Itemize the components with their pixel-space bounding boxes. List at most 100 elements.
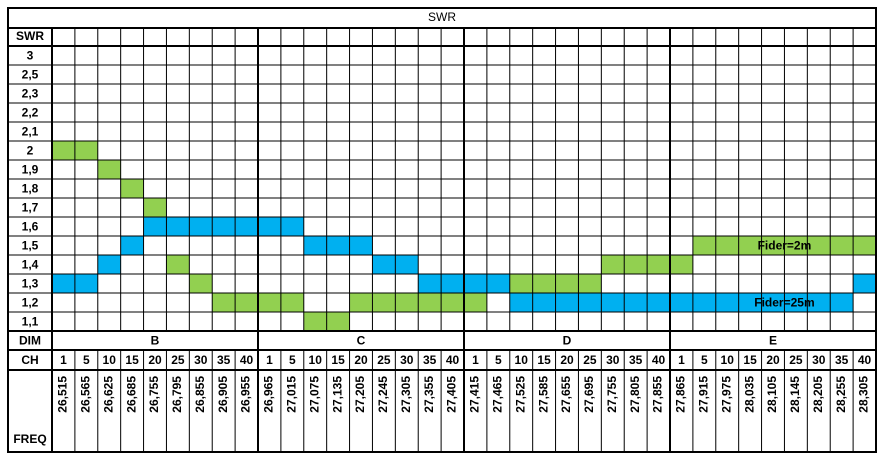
y-tick-label: 1,5 (22, 239, 39, 253)
channel-label: 35 (423, 353, 437, 367)
swr-cell (258, 293, 281, 312)
swr-cell (143, 198, 167, 217)
freq-value: 28,105 (765, 376, 779, 413)
swr-cell (166, 217, 190, 236)
channel-label: 1 (266, 353, 273, 367)
swr-cell (418, 274, 442, 293)
swr-cell (761, 293, 785, 312)
swr-cell (120, 236, 144, 255)
swr-cell (715, 293, 739, 312)
freq-value: 27,915 (697, 376, 711, 413)
swr-cell (143, 217, 167, 236)
channel-label: 40 (240, 353, 254, 367)
freq-value: 26,755 (147, 376, 161, 413)
swr-cell (280, 217, 304, 236)
y-tick-label: 2,3 (22, 87, 39, 101)
freq-value: 27,755 (605, 376, 619, 413)
channel-label: 5 (495, 353, 502, 367)
swr-cell (738, 236, 762, 255)
swr-cell (853, 274, 876, 293)
channel-label: 5 (701, 353, 708, 367)
swr-cell (52, 274, 75, 293)
channel-label: 25 (789, 353, 803, 367)
swr-cell (464, 293, 487, 312)
channel-label: 20 (766, 353, 780, 367)
swr-cell (486, 274, 510, 293)
swr-cell (120, 179, 144, 198)
band-label: D (563, 334, 572, 348)
band-label: E (769, 334, 777, 348)
y-tick-label: 1,1 (22, 315, 39, 329)
swr-cell (578, 293, 602, 312)
swr-cell (212, 293, 236, 312)
y-tick-label: 2 (27, 144, 34, 158)
swr-cell (509, 293, 533, 312)
freq-value: 27,695 (582, 376, 596, 413)
dim-label: DIM (19, 334, 41, 348)
channel-label: 40 (858, 353, 872, 367)
swr-cell (441, 274, 464, 293)
freq-value: 27,305 (399, 376, 413, 413)
swr-cell (601, 255, 625, 274)
swr-cell (807, 236, 831, 255)
swr-cell (395, 255, 419, 274)
swr-cell (830, 293, 854, 312)
freq-label: FREQ (13, 432, 46, 446)
y-tick-label: 1,6 (22, 220, 39, 234)
band-label: B (151, 334, 160, 348)
swr-cell (258, 217, 281, 236)
swr-cell (715, 236, 739, 255)
channel-label: 1 (60, 353, 67, 367)
freq-value: 28,145 (788, 376, 802, 413)
swr-cell (235, 293, 258, 312)
freq-value: 27,465 (491, 376, 505, 413)
swr-cell (372, 255, 396, 274)
swr-cell (692, 236, 716, 255)
freq-value: 28,305 (857, 376, 871, 413)
swr-cell (395, 293, 419, 312)
y-tick-label: 1,3 (22, 277, 39, 291)
freq-value: 26,515 (56, 376, 70, 413)
channel-label: 5 (289, 353, 296, 367)
freq-value: 26,955 (239, 376, 253, 413)
channel-label: 15 (743, 353, 757, 367)
swr-cell (189, 274, 213, 293)
channel-label: 30 (194, 353, 208, 367)
freq-value: 27,585 (536, 376, 550, 413)
freq-value: 27,135 (330, 376, 344, 413)
freq-value: 26,795 (170, 376, 184, 413)
swr-cell (555, 293, 579, 312)
channel-label: 25 (377, 353, 391, 367)
freq-value: 27,355 (422, 376, 436, 413)
swr-cell (692, 293, 716, 312)
channel-label: 40 (446, 353, 460, 367)
swr-cell (349, 236, 373, 255)
freq-value: 27,015 (285, 376, 299, 413)
freq-value: 27,525 (513, 376, 527, 413)
swr-cell (647, 293, 670, 312)
freq-value: 27,865 (674, 376, 688, 413)
swr-cell (761, 236, 785, 255)
freq-value: 26,905 (216, 376, 230, 413)
channel-label: 30 (606, 353, 620, 367)
swr-cell (372, 293, 396, 312)
swr-cell (212, 217, 236, 236)
channel-label: 1 (678, 353, 685, 367)
swr-cell (670, 293, 693, 312)
freq-value: 27,405 (445, 376, 459, 413)
y-tick-label: 1,4 (22, 258, 39, 272)
freq-value: 27,655 (559, 376, 573, 413)
swr-cell (303, 312, 327, 331)
freq-value: 27,975 (719, 376, 733, 413)
channel-label: 1 (472, 353, 479, 367)
series-label: Fider=2m (758, 239, 812, 253)
swr-cell (166, 255, 190, 274)
swr-cell (555, 274, 579, 293)
swr-cell (280, 293, 304, 312)
channel-label: 35 (629, 353, 643, 367)
swr-cell (326, 236, 350, 255)
row-header: SWR (16, 29, 44, 43)
swr-cell (830, 236, 854, 255)
